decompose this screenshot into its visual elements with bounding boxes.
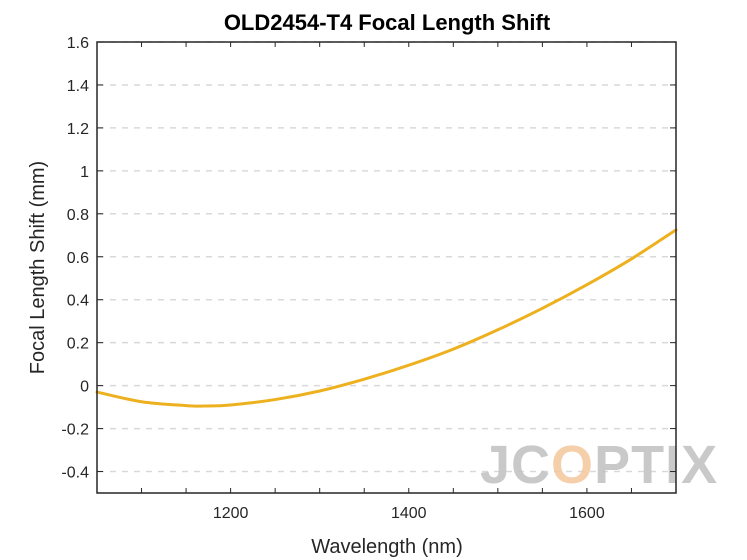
y-tick-label: 0 (80, 379, 89, 396)
watermark-letter: T (631, 435, 665, 495)
series-line (95, 228, 678, 408)
chart-title: OLD2454-T4 Focal Length Shift (224, 10, 551, 35)
y-tick-label: -0.2 (61, 422, 89, 439)
x-tick-label: 1400 (391, 505, 427, 522)
watermark-letter: X (681, 435, 718, 495)
y-tick-label: 1 (80, 164, 89, 181)
series-layer (95, 228, 678, 408)
y-tick-label: 0.4 (67, 293, 89, 310)
y-tick-label: 0.6 (67, 250, 89, 267)
y-tick-label: -0.4 (61, 465, 89, 482)
y-tick-label: 0.8 (67, 207, 89, 224)
watermark-letter: C (511, 435, 551, 495)
y-tick-label: 1.4 (67, 78, 89, 95)
x-tick-label: 1200 (213, 505, 249, 522)
tick-layer: -0.4 -0.2 0 0.2 0.4 0.6 0.8 1 1.2 1.4 1.6 1200 1400 1… (61, 35, 676, 522)
watermark-letter: J (480, 435, 511, 495)
watermark-text: JCOPTIX (480, 435, 718, 495)
watermark-letter: I (665, 435, 681, 495)
y-axis-label: Focal Length Shift (mm) (27, 161, 49, 374)
plot-frame (96, 41, 677, 494)
y-tick-label: 1.6 (67, 35, 89, 52)
watermark-letter: P (594, 435, 631, 495)
x-axis-label: Wavelength (nm) (311, 536, 463, 558)
watermark: JCOPTIX (480, 435, 718, 495)
watermark-letter: O (551, 435, 594, 495)
y-tick-label: 1.2 (67, 121, 89, 138)
y-tick-label: 0.2 (67, 336, 89, 353)
x-tick-label: 1600 (569, 505, 605, 522)
